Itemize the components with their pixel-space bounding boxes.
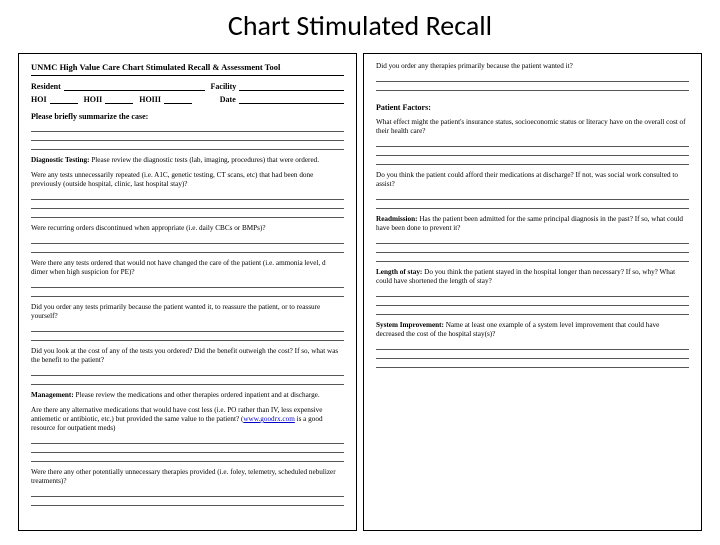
readmission-heading: Readmission: Has the patient been admitt… <box>376 215 689 233</box>
q-other-unneeded: Were there any other potentially unneces… <box>31 468 344 486</box>
q-readmit: Has the patient been admitted for the sa… <box>376 215 683 232</box>
field-row-2: HOI HOII HOIII Date <box>31 95 344 104</box>
q-cost: Did you look at the cost of any of the t… <box>31 347 344 365</box>
mgmt-sub-label: Please review the medications and other … <box>76 391 320 399</box>
length-of-stay-heading: Length of stay: Do you think the patient… <box>376 268 689 286</box>
los-head-label: Length of stay: <box>376 268 422 276</box>
q-therapies-wanted-lines[interactable] <box>376 73 689 91</box>
label-date: Date <box>220 95 236 104</box>
q-altmed: Are there any alternative medications th… <box>31 406 344 433</box>
q-readmit-lines[interactable] <box>376 235 689 262</box>
q-repeated-lines[interactable] <box>31 191 344 218</box>
diagnostic-heading: Diagnostic Testing: Please review the di… <box>31 156 344 165</box>
q-recurring-lines[interactable] <box>31 235 344 253</box>
q-nochange-lines[interactable] <box>31 279 344 297</box>
summary-heading: Please briefly summarize the case: <box>31 112 344 121</box>
patient-factors-heading: Patient Factors: <box>376 103 689 112</box>
q-insurance-lines[interactable] <box>376 138 689 165</box>
q-altmed-lines[interactable] <box>31 435 344 462</box>
q-therapies-wanted: Did you order any therapies primarily be… <box>376 62 689 71</box>
input-facility[interactable] <box>239 82 344 91</box>
q-other-unneeded-lines[interactable] <box>31 488 344 506</box>
q-repeated: Were any tests unnecessarily repeated (i… <box>31 171 344 189</box>
diag-sub-label: Please review the diagnostic tests (lab,… <box>91 156 319 164</box>
q-recurring: Were recurring orders discontinued when … <box>31 224 344 233</box>
right-panel: Did you order any therapies primarily be… <box>363 53 702 531</box>
input-ho3[interactable] <box>164 95 192 104</box>
q-los-lines[interactable] <box>376 288 689 315</box>
q-cost-lines[interactable] <box>31 367 344 385</box>
label-ho3: HOIII <box>139 95 161 104</box>
form-title: UNMC High Value Care Chart Stimulated Re… <box>31 62 344 76</box>
q-afford: Do you think the patient could afford th… <box>376 171 689 189</box>
input-date[interactable] <box>239 95 344 104</box>
panel-container: UNMC High Value Care Chart Stimulated Re… <box>0 53 720 545</box>
label-ho2: HOII <box>84 95 103 104</box>
field-row-1: Resident Facility <box>31 82 344 91</box>
diag-head-label: Diagnostic Testing: <box>31 156 90 164</box>
q-reassure: Did you order any tests primarily becaus… <box>31 303 344 321</box>
page-title: Chart Stimulated Recall <box>0 0 720 53</box>
sys-head-label: System Improvement: <box>376 321 444 329</box>
q-insurance: What effect might the patient's insuranc… <box>376 118 689 136</box>
goodrx-link[interactable]: www.goodrx.com <box>243 415 294 423</box>
mgmt-head-label: Management: <box>31 391 74 399</box>
q-reassure-lines[interactable] <box>31 323 344 341</box>
system-improvement-heading: System Improvement: Name at least one ex… <box>376 321 689 339</box>
label-facility: Facility <box>211 82 237 91</box>
input-ho1[interactable] <box>50 95 78 104</box>
q-sys-lines[interactable] <box>376 341 689 368</box>
left-panel: UNMC High Value Care Chart Stimulated Re… <box>18 53 357 531</box>
input-ho2[interactable] <box>105 95 133 104</box>
q-nochange: Were there any tests ordered that would … <box>31 259 344 277</box>
label-resident: Resident <box>31 82 61 91</box>
management-heading: Management: Please review the medication… <box>31 391 344 400</box>
q-afford-lines[interactable] <box>376 191 689 209</box>
input-resident[interactable] <box>64 82 205 91</box>
readmit-head-label: Readmission: <box>376 215 418 223</box>
summary-lines[interactable] <box>31 123 344 150</box>
label-ho1: HOI <box>31 95 47 104</box>
